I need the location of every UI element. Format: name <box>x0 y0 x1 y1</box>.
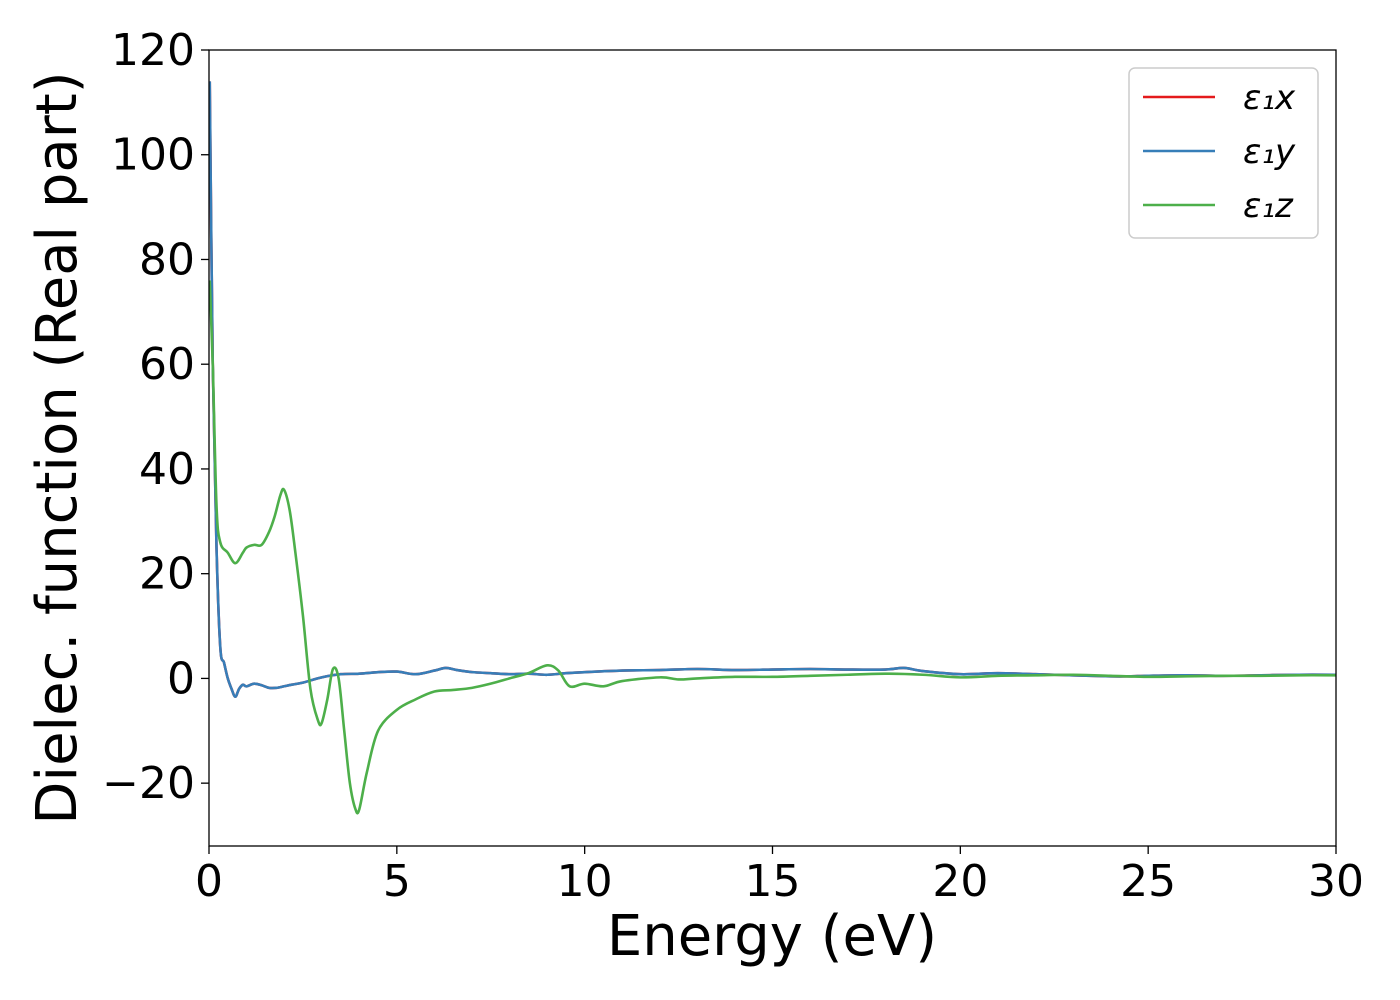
x-tick-label: 0 <box>195 856 223 907</box>
y-tick-label: 100 <box>111 130 195 181</box>
legend-label: ε₁y <box>1243 132 1296 172</box>
series-line-3 <box>209 280 1336 815</box>
y-tick-label: 120 <box>111 25 195 76</box>
legend: ε₁x ε₁y ε₁z <box>1128 67 1319 239</box>
y-tick-label: 20 <box>139 549 195 600</box>
y-tick-label: 60 <box>139 339 195 390</box>
x-tick-label: 5 <box>383 856 411 907</box>
x-tick-label: 25 <box>1120 856 1176 907</box>
x-tick-label: 30 <box>1308 856 1364 907</box>
legend-box <box>1128 67 1319 239</box>
y-tick-label: 80 <box>139 234 195 285</box>
y-axis-label: Dielec. function (Real part) <box>25 71 90 824</box>
x-tick-label: 20 <box>932 856 988 907</box>
y-tick-label: −20 <box>102 758 195 809</box>
x-axis-label: Energy (eV) <box>607 904 937 969</box>
y-tick-label: 40 <box>139 444 195 495</box>
y-axis-ticks: −20 0 20 40 60 80 100 120 <box>102 25 209 809</box>
legend-label: ε₁x <box>1243 78 1296 118</box>
series-lines <box>209 81 1336 815</box>
x-tick-label: 15 <box>745 856 801 907</box>
y-tick-label: 0 <box>167 653 195 704</box>
series-line-2 <box>209 81 1336 699</box>
x-tick-label: 10 <box>557 856 613 907</box>
x-axis-ticks: 0 5 10 15 20 25 30 <box>195 846 1364 907</box>
legend-label: ε₁z <box>1243 186 1294 226</box>
